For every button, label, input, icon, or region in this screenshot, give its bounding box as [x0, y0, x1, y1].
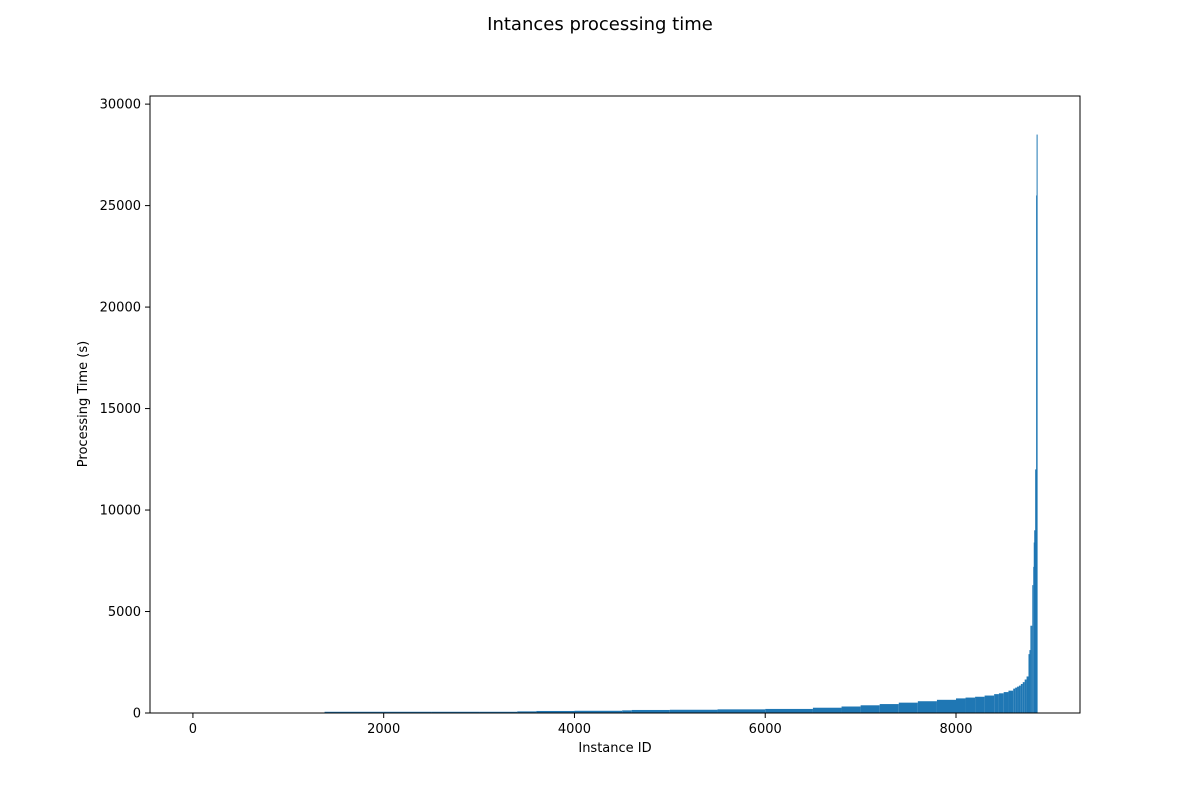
bar	[1028, 654, 1030, 713]
y-tick-label: 0	[133, 707, 141, 722]
bar	[1032, 585, 1034, 713]
bar	[879, 704, 899, 713]
x-axis: 0 2000 4000 6000 8000	[189, 713, 973, 737]
x-tick-label: 2000	[367, 722, 400, 737]
bar	[1036, 134, 1038, 713]
y-tick-label: 30000	[100, 98, 141, 113]
bar	[1031, 625, 1033, 713]
bar	[1008, 690, 1014, 713]
bar	[898, 702, 918, 713]
bar	[1029, 650, 1031, 713]
y-tick-label: 15000	[100, 402, 141, 417]
y-tick-label: 5000	[108, 605, 141, 620]
y-tick-label: 20000	[100, 301, 141, 316]
bar	[860, 705, 880, 713]
bar	[956, 698, 966, 713]
bar	[841, 706, 861, 713]
x-tick-label: 0	[189, 722, 197, 737]
bar	[975, 696, 985, 713]
x-tick-label: 6000	[749, 722, 782, 737]
bars-group	[324, 134, 1038, 713]
bar	[517, 711, 537, 713]
bar	[1020, 683, 1023, 713]
bar	[998, 693, 1004, 713]
bar	[717, 709, 766, 713]
x-axis-label: Instance ID	[578, 741, 651, 756]
bar	[1003, 692, 1009, 713]
x-tick-label: 4000	[558, 722, 591, 737]
bar	[984, 695, 995, 713]
bar	[479, 711, 518, 713]
plot-frame	[149, 95, 1081, 714]
bar	[812, 707, 842, 713]
y-axis: 0 5000 10000 15000 20000 25000 30000	[100, 98, 150, 722]
x-tick-label: 8000	[939, 722, 972, 737]
y-tick-label: 25000	[100, 199, 141, 214]
bar	[669, 709, 718, 713]
bar	[1024, 679, 1027, 713]
bar	[431, 711, 480, 713]
bar	[622, 710, 632, 713]
bar	[917, 701, 937, 713]
bar	[1018, 685, 1021, 713]
y-tick-label: 10000	[100, 504, 141, 519]
bar	[936, 699, 956, 713]
bar	[1030, 625, 1032, 713]
bar	[1013, 688, 1016, 713]
y-axis-label: Processing Time (s)	[76, 341, 91, 467]
bar	[1017, 686, 1019, 713]
bar	[574, 710, 623, 713]
bar	[536, 710, 575, 713]
bar	[765, 708, 813, 713]
chart-title: Intances processing time	[487, 14, 713, 35]
bar	[994, 694, 999, 713]
bar	[1022, 682, 1025, 713]
bar	[1015, 687, 1018, 713]
bar	[965, 697, 976, 713]
bar	[324, 711, 384, 713]
bar	[383, 711, 432, 713]
bar	[631, 709, 670, 713]
bar	[1026, 676, 1029, 713]
